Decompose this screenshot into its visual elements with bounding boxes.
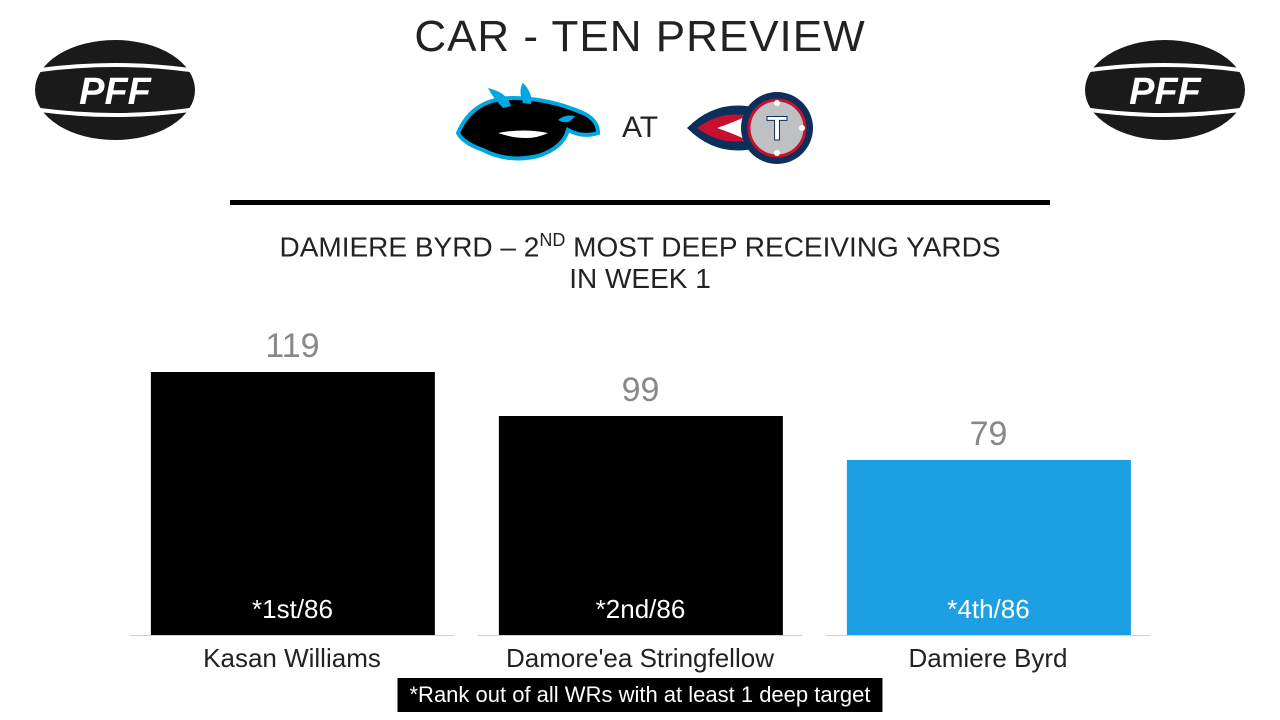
bar-cell: *2nd/8699 [478, 635, 802, 636]
bar-chart-xlabels: Kasan Williams Damore'ea Stringfellow Dami… [130, 643, 1150, 674]
bar-rank-label: *4th/86 [846, 594, 1130, 625]
footnote: *Rank out of all WRs with at least 1 dee… [397, 678, 882, 712]
infographic-root: PFF PFF CAR - TEN PREVIEW AT T [0, 0, 1280, 720]
bar: *1st/86 [150, 372, 434, 636]
bar: *2nd/86 [498, 416, 782, 635]
bar-cell: *4th/8679 [826, 635, 1150, 636]
bar-value-label: 119 [131, 327, 454, 366]
bar-chart: *1st/86119*2nd/8699*4th/8679 [130, 326, 1150, 636]
subtitle-line2: IN WEEK 1 [569, 263, 711, 294]
svg-text:T: T [766, 110, 787, 148]
team-logos-row: AT T [0, 78, 1280, 178]
subtitle-sup: ND [539, 230, 565, 250]
chart-subtitle: DAMIERE BYRD – 2ND MOST DEEP RECEIVING Y… [0, 230, 1280, 295]
xlabel: Kasan Williams [130, 643, 454, 674]
bar-cell: *1st/86119 [130, 635, 454, 636]
bar: *4th/86 [846, 460, 1130, 635]
subtitle-part1: DAMIERE BYRD – 2 [279, 231, 539, 262]
page-title: CAR - TEN PREVIEW [0, 12, 1280, 62]
bar-rank-label: *1st/86 [150, 594, 434, 625]
bar-value-label: 79 [827, 415, 1150, 454]
xlabel: Damiere Byrd [826, 643, 1150, 674]
divider-line [230, 200, 1050, 205]
panthers-logo-icon [453, 78, 603, 178]
subtitle-part1b: MOST DEEP RECEIVING YARDS [565, 231, 1000, 262]
at-label: AT [622, 111, 658, 145]
titans-logo-icon: T [677, 78, 827, 178]
xlabel: Damore'ea Stringfellow [478, 643, 802, 674]
bar-rank-label: *2nd/86 [498, 594, 782, 625]
bar-value-label: 99 [479, 371, 802, 410]
